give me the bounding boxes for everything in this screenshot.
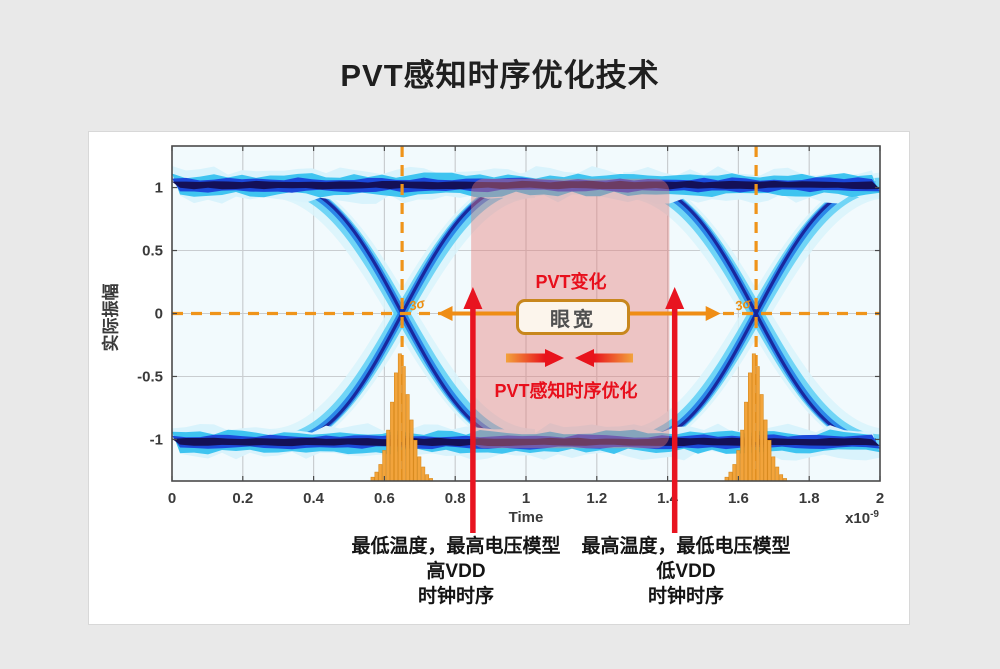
svg-text:1.2: 1.2	[586, 490, 607, 507]
svg-text:0.6: 0.6	[374, 490, 395, 507]
x-axis-title: Time	[508, 509, 544, 526]
svg-text:1.8: 1.8	[799, 490, 820, 507]
x-unit-exponent: -9	[870, 509, 879, 520]
svg-text:-1: -1	[150, 431, 163, 448]
eye-width-box: 眼宽	[516, 299, 630, 335]
pvt-optimization-label: PVT感知时序优化	[494, 381, 638, 401]
svg-text:0.2: 0.2	[232, 490, 253, 507]
page-title: PVT感知时序优化技术	[340, 58, 660, 93]
y-axis-title: 实际振幅	[101, 283, 121, 352]
svg-text:0.4: 0.4	[303, 490, 325, 507]
corner-case-right-line2: 低VDD	[656, 561, 716, 582]
svg-text:0: 0	[155, 306, 163, 323]
svg-text:1: 1	[522, 490, 530, 507]
corner-case-note-right: 最高温度，最低电压模型 低VDD 时钟时序	[581, 534, 790, 609]
corner-case-left-line2: 高VDD	[426, 561, 486, 582]
corner-case-note-left: 最低温度，最高电压模型 高VDD 时钟时序	[351, 534, 560, 609]
corner-case-left-line3: 时钟时序	[417, 586, 495, 607]
x-unit-base: x10	[845, 510, 871, 527]
figure-card: 0 0.2 0.4 0.6 0.8 1 1.2 1.4 1.6 1.8 2 -1 -0.5 0 0.5 1 实…	[88, 131, 910, 625]
svg-text:0.5: 0.5	[142, 243, 163, 260]
optimization-converge-arrows-icon	[506, 349, 633, 367]
corner-case-right-line3: 时钟时序	[647, 586, 725, 607]
svg-text:0: 0	[168, 490, 176, 507]
eye-width-label: 眼宽	[550, 308, 596, 331]
corner-case-right-line1: 最高温度，最低电压模型	[581, 536, 791, 557]
pvt-variation-label: PVT变化	[535, 272, 607, 292]
corner-case-left-line1: 最低温度，最高电压模型	[351, 536, 561, 557]
svg-text:2: 2	[876, 490, 884, 507]
x-axis-unit-label: x10-9	[845, 509, 879, 527]
svg-text:-0.5: -0.5	[137, 368, 163, 385]
svg-text:0.8: 0.8	[445, 490, 466, 507]
svg-text:1: 1	[155, 180, 163, 197]
svg-text:1.6: 1.6	[728, 490, 749, 507]
